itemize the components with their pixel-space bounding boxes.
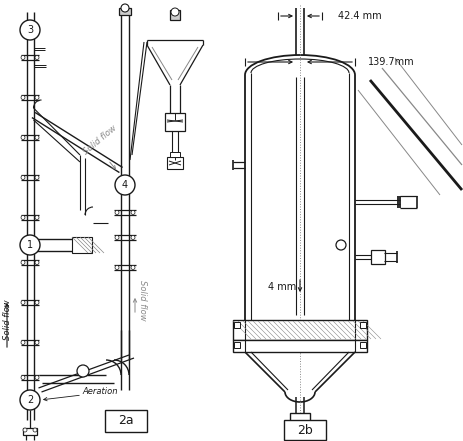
Bar: [170, 152, 180, 157]
Circle shape: [171, 8, 179, 16]
Circle shape: [121, 4, 129, 12]
Circle shape: [131, 235, 135, 239]
Circle shape: [35, 176, 39, 179]
Circle shape: [115, 235, 119, 239]
Text: Solid flow: Solid flow: [2, 300, 12, 340]
Circle shape: [115, 210, 119, 214]
Text: Solid flow: Solid flow: [138, 280, 148, 320]
Text: Solid flow: Solid flow: [81, 123, 119, 157]
Text: 2: 2: [27, 395, 33, 405]
Circle shape: [35, 375, 39, 380]
Bar: [170, 10, 180, 20]
Circle shape: [23, 428, 27, 432]
Circle shape: [21, 375, 25, 380]
Bar: [165, 113, 185, 131]
Circle shape: [20, 390, 40, 410]
Circle shape: [131, 265, 135, 269]
Bar: [167, 157, 183, 169]
Text: 2a: 2a: [118, 415, 134, 427]
Bar: [72, 237, 92, 253]
Circle shape: [35, 216, 39, 220]
Bar: [360, 322, 366, 328]
Text: 4: 4: [122, 180, 128, 190]
Circle shape: [21, 96, 25, 100]
Bar: [371, 250, 385, 264]
Circle shape: [33, 428, 37, 432]
Text: 2b: 2b: [297, 423, 313, 437]
Bar: [360, 342, 366, 348]
Bar: [284, 420, 326, 440]
Bar: [233, 320, 367, 340]
Bar: [234, 322, 240, 328]
Circle shape: [35, 261, 39, 265]
Circle shape: [115, 175, 135, 195]
Circle shape: [35, 96, 39, 100]
Bar: [23, 428, 37, 435]
Circle shape: [115, 265, 119, 269]
Circle shape: [35, 56, 39, 60]
Text: 4 mm: 4 mm: [268, 282, 296, 292]
Circle shape: [77, 365, 89, 377]
Circle shape: [21, 261, 25, 265]
Circle shape: [35, 340, 39, 344]
Circle shape: [21, 135, 25, 139]
Bar: [234, 342, 240, 348]
Circle shape: [336, 240, 346, 250]
Circle shape: [20, 235, 40, 255]
Bar: [290, 413, 310, 427]
Text: Aeration: Aeration: [82, 388, 118, 396]
Circle shape: [35, 135, 39, 139]
Circle shape: [21, 176, 25, 179]
Text: 42.4 mm: 42.4 mm: [338, 11, 382, 21]
Bar: [119, 8, 131, 15]
Circle shape: [21, 56, 25, 60]
Circle shape: [21, 300, 25, 304]
Text: 3: 3: [27, 25, 33, 35]
Circle shape: [35, 300, 39, 304]
Circle shape: [21, 216, 25, 220]
Text: 139.7mm: 139.7mm: [368, 57, 415, 67]
Bar: [105, 410, 147, 432]
Circle shape: [20, 20, 40, 40]
Text: 1: 1: [27, 240, 33, 250]
Circle shape: [131, 210, 135, 214]
Bar: [233, 340, 367, 352]
Circle shape: [21, 340, 25, 344]
